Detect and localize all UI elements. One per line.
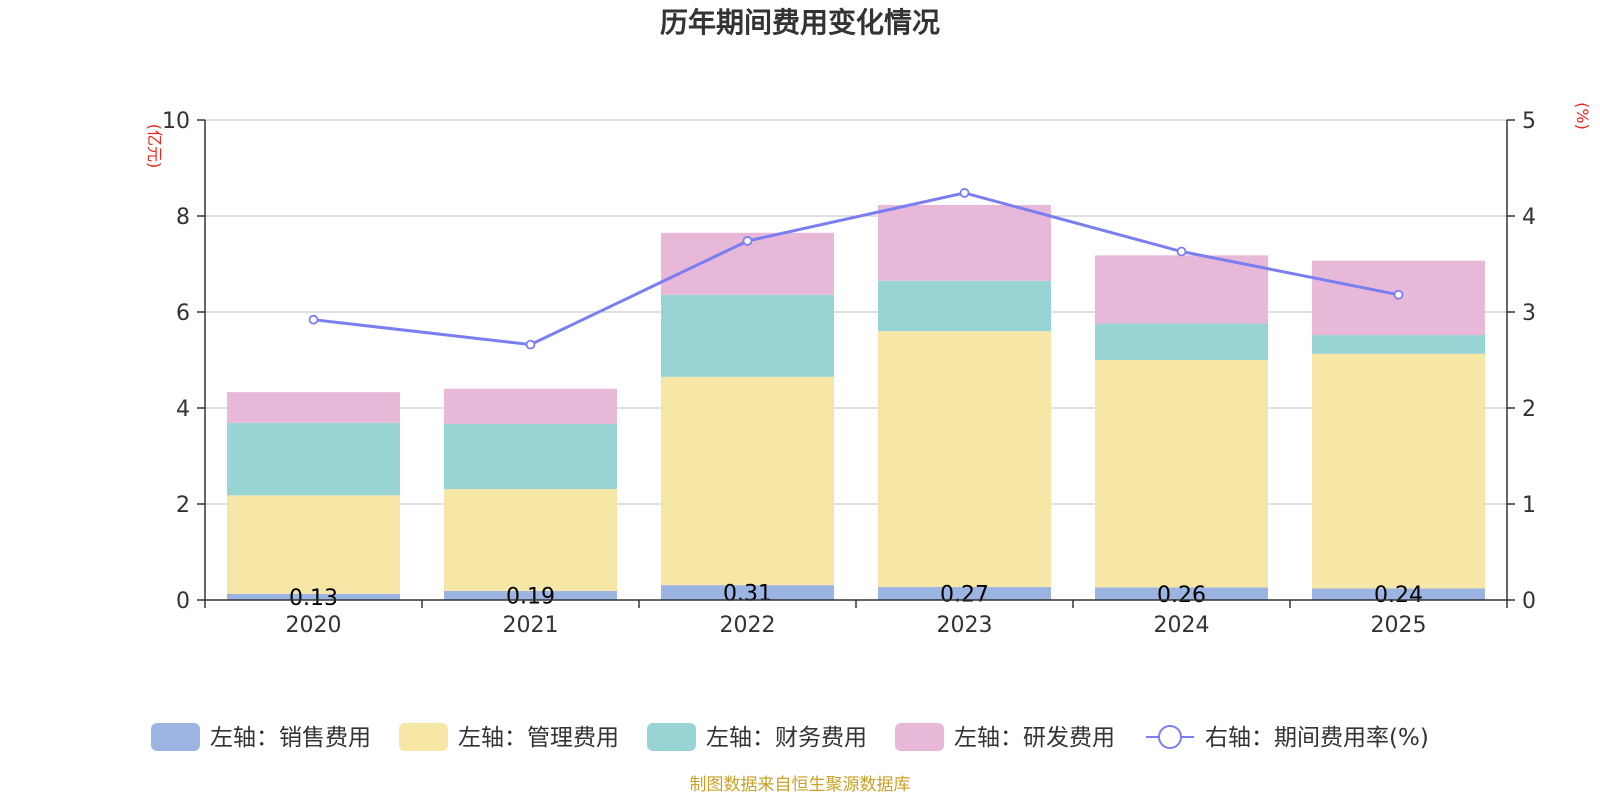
x-axis-label: 2021 bbox=[503, 613, 559, 638]
right-axis-tick-label: 3 bbox=[1522, 301, 1536, 326]
legend-swatch bbox=[151, 723, 200, 751]
legend-label: 右轴：期间费用率(%) bbox=[1205, 725, 1429, 751]
rate-point bbox=[308, 314, 319, 325]
x-axis-label: 2024 bbox=[1154, 613, 1210, 638]
bar-segment bbox=[1095, 255, 1268, 324]
legend-item: 左轴：研发费用 bbox=[895, 723, 1115, 751]
gridlines bbox=[205, 119, 1507, 505]
bar-segment bbox=[1095, 360, 1268, 588]
chart-title: 历年期间费用变化情况 bbox=[660, 6, 940, 39]
legend: 左轴：销售费用 左轴：管理费用 左轴：财务费用 左轴：研发费用 右轴：期间费用率(%) bbox=[151, 723, 1429, 751]
legend-swatch bbox=[647, 723, 696, 751]
bar-labels: 0.13 0.19 0.31 0.27 0.26 0.24 bbox=[289, 582, 1423, 611]
legend-label: 左轴：管理费用 bbox=[458, 725, 619, 751]
bar-segment bbox=[1312, 353, 1485, 589]
bar-segment bbox=[444, 590, 617, 600]
rate-point bbox=[1176, 246, 1187, 257]
legend-item: 右轴：期间费用率(%) bbox=[1146, 725, 1429, 751]
bar-segment bbox=[661, 376, 834, 586]
bar-segment bbox=[661, 294, 834, 377]
legend-label: 左轴：销售费用 bbox=[210, 725, 371, 751]
bar-segment bbox=[444, 489, 617, 591]
bar-segment bbox=[444, 388, 617, 424]
legend-item: 左轴：管理费用 bbox=[399, 723, 619, 751]
x-axis-label: 2023 bbox=[937, 613, 993, 638]
legend-swatch bbox=[895, 723, 944, 751]
data-source-note: 制图数据来自恒生聚源数据库 bbox=[690, 775, 911, 795]
bar-segment bbox=[227, 422, 400, 496]
right-axis-tick-label: 2 bbox=[1522, 397, 1536, 422]
bar-series bbox=[227, 204, 1485, 600]
legend-marker bbox=[1158, 725, 1182, 749]
left-axis-unit: (亿元) bbox=[145, 124, 164, 169]
bar-segment bbox=[661, 585, 834, 600]
rate-point bbox=[959, 188, 970, 198]
bar-segment bbox=[1095, 323, 1268, 360]
legend-item: 左轴：销售费用 bbox=[151, 723, 371, 751]
bar-segment bbox=[878, 280, 1051, 332]
line-series bbox=[308, 188, 1404, 350]
left-axis-tick-label: 4 bbox=[176, 397, 190, 422]
x-axis-label: 2025 bbox=[1371, 613, 1427, 638]
legend-label: 左轴：财务费用 bbox=[706, 725, 867, 751]
left-axis-tick-label: 6 bbox=[176, 301, 190, 326]
x-axis-label: 2020 bbox=[286, 613, 342, 638]
bar-value-label: 0.19 bbox=[506, 584, 555, 609]
bar-value-label: 0.27 bbox=[940, 583, 989, 608]
left-axis-tick-label: 2 bbox=[176, 493, 190, 518]
bar-value-label: 0.26 bbox=[1157, 583, 1206, 608]
bar-value-label: 0.13 bbox=[289, 586, 338, 611]
rate-point bbox=[1393, 289, 1404, 300]
rate-point bbox=[525, 339, 536, 350]
bar-segment bbox=[227, 392, 400, 423]
right-axis-tick-label: 5 bbox=[1522, 109, 1536, 134]
left-axis-tick-label: 8 bbox=[176, 205, 190, 230]
x-axis-label: 2022 bbox=[720, 613, 776, 638]
bar-segment bbox=[227, 593, 400, 600]
rate-point bbox=[742, 236, 753, 246]
left-axis-tick-label: 0 bbox=[176, 589, 190, 614]
bar-segment bbox=[1095, 587, 1268, 600]
left-axis-tick-label: 10 bbox=[162, 109, 190, 134]
right-axis-tick-label: 4 bbox=[1522, 205, 1536, 230]
bar-segment bbox=[1312, 588, 1485, 600]
right-axis-tick-label: 0 bbox=[1522, 589, 1536, 614]
bar-value-label: 0.24 bbox=[1374, 583, 1423, 608]
bar-segment bbox=[878, 204, 1051, 281]
bar-segment bbox=[227, 495, 400, 594]
axes: 0 2 4 6 8 10 0 1 2 3 4 5 2020 2021 2022 2023 2024 2025 bbox=[162, 109, 1536, 638]
right-axis-unit: (%) bbox=[1573, 102, 1592, 130]
right-axis-tick-label: 1 bbox=[1522, 493, 1536, 518]
bar-segment bbox=[1312, 335, 1485, 354]
bar-value-label: 0.31 bbox=[723, 582, 772, 607]
legend-swatch bbox=[399, 723, 448, 751]
bar-segment bbox=[878, 587, 1051, 600]
rate-line bbox=[313, 191, 1399, 347]
bar-segment bbox=[878, 331, 1051, 588]
bar-segment bbox=[444, 423, 617, 490]
legend-item: 左轴：财务费用 bbox=[647, 723, 867, 751]
legend-label: 左轴：研发费用 bbox=[954, 725, 1115, 751]
